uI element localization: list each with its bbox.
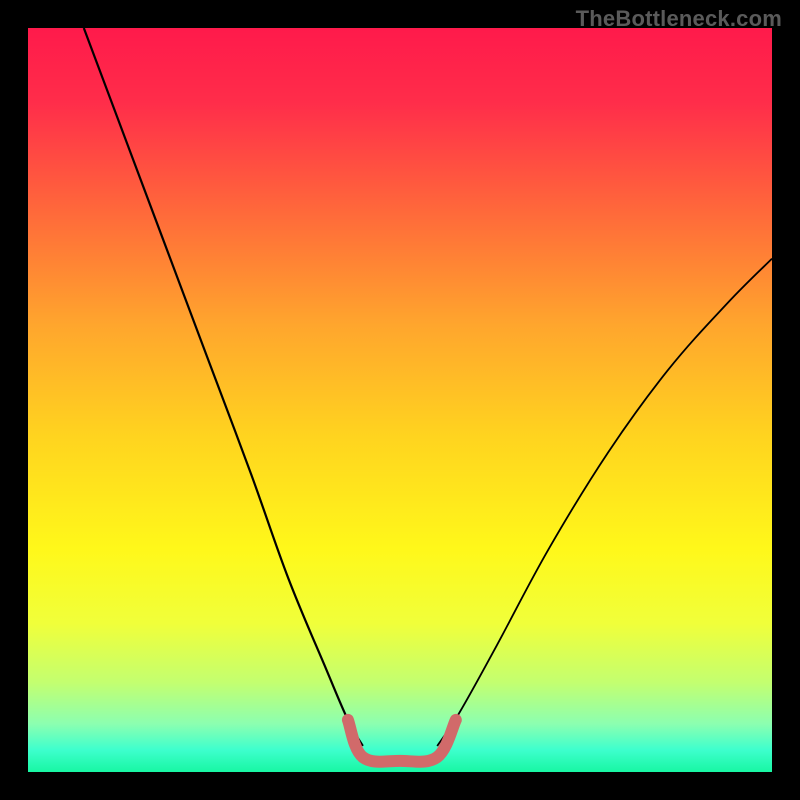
- chart-svg: [28, 28, 772, 772]
- chart-frame: TheBottleneck.com: [0, 0, 800, 800]
- plot-area: [28, 28, 772, 772]
- plot-background: [28, 28, 772, 772]
